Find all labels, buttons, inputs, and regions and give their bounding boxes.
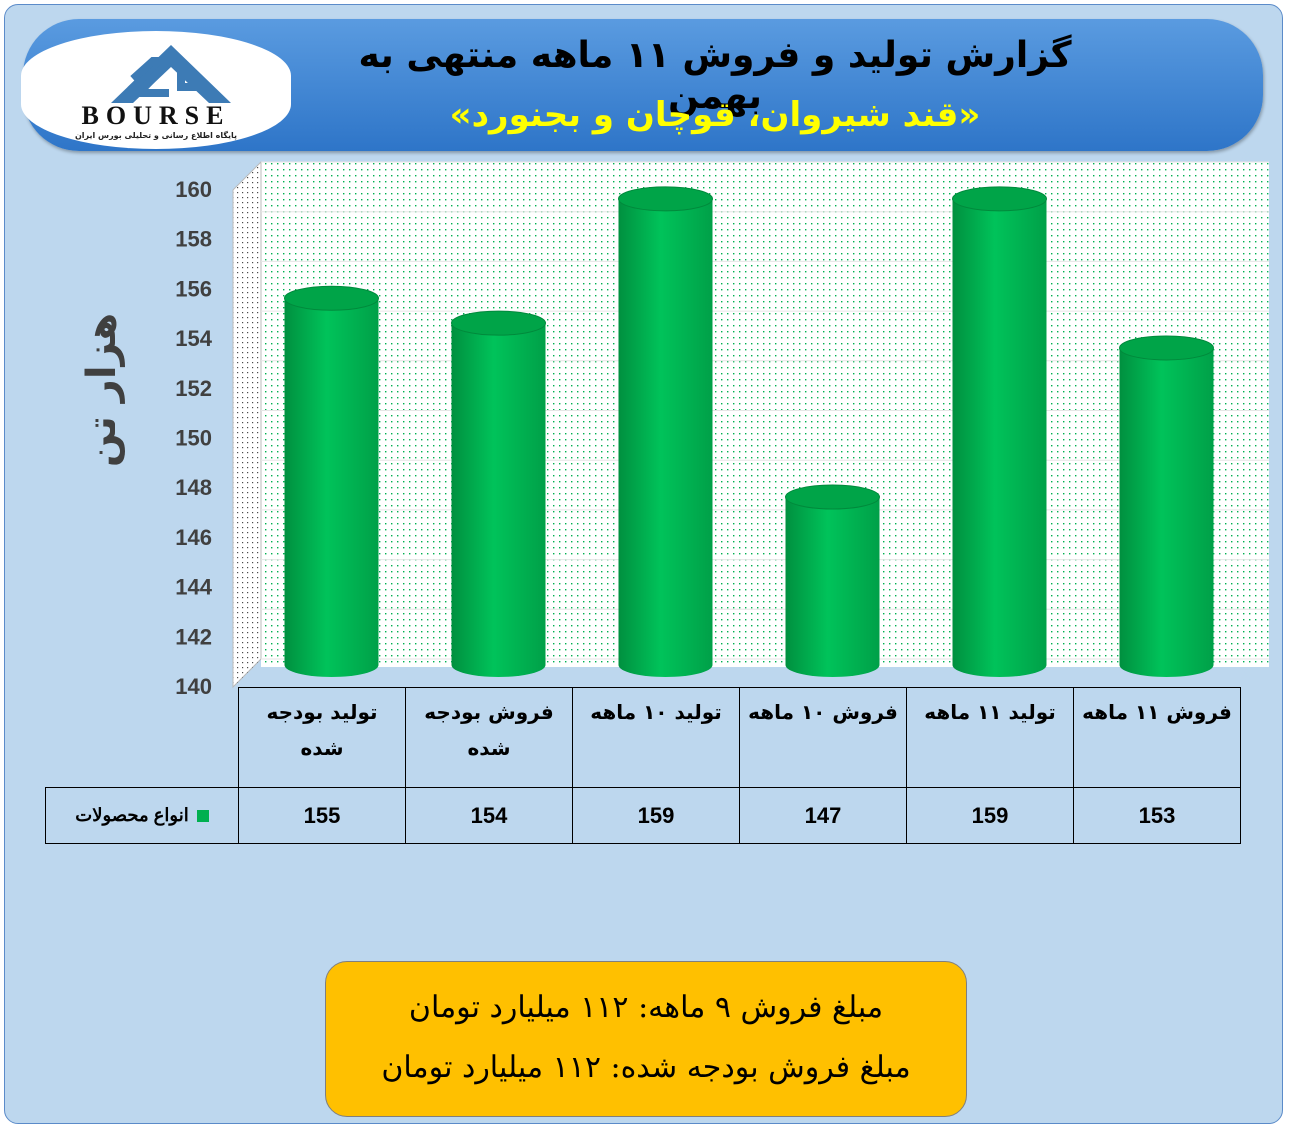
category-line: تولید ۱۰ ماهه [590, 700, 722, 724]
bar-body [785, 497, 880, 677]
bars [284, 186, 1214, 677]
y-tick-label: 160 [175, 177, 212, 202]
note-line-1: مبلغ فروش ۹ ماهه: ۱۱۲ میلیارد تومان [408, 990, 884, 1025]
table-category-cell: تولید ۱۱ ماهه [906, 687, 1074, 788]
table-category-row: تولید بودجه شده فروش بودجه شده تولید ۱۰ ما… [45, 687, 1241, 788]
sales-note-box: مبلغ فروش ۹ ماهه: ۱۱۲ میلیارد تومان مبلغ… [325, 961, 967, 1117]
bar-top [785, 484, 880, 510]
table-value-cell: 153 [1073, 787, 1241, 844]
table-category-cell: فروش ۱۰ ماهه [739, 687, 907, 788]
legend-label: انواع محصولات [75, 805, 189, 825]
bar [952, 186, 1047, 677]
y-tick-label: 156 [175, 276, 212, 301]
table-category-cell: تولید بودجه شده [238, 687, 406, 788]
table-value-cell: 147 [739, 787, 907, 844]
bar-top [1119, 335, 1214, 361]
bar-body [952, 198, 1047, 677]
category-line: فروش بودجه [424, 700, 554, 724]
category-line: شده [300, 736, 344, 760]
bar-top [451, 310, 546, 336]
plot-back-texture [261, 162, 1269, 667]
table-value-cell: 154 [405, 787, 573, 844]
bar-body [1119, 347, 1214, 677]
category-line: تولید بودجه [266, 700, 378, 724]
note-line-2: مبلغ فروش بودجه شده: ۱۱۲ میلیارد تومان [381, 1050, 911, 1085]
bar-top [284, 285, 379, 311]
y-tick-label: 154 [175, 326, 212, 351]
table-category-cell: فروش بودجه شده [405, 687, 573, 788]
y-tick-label: 150 [175, 426, 212, 451]
y-axis-label: هزار تن [79, 313, 125, 467]
table-value-row: انواع محصولات 155 154 159 147 159 153 [45, 787, 1241, 844]
bar-top [618, 186, 713, 212]
y-tick-label: 146 [175, 525, 212, 550]
y-tick-label: 148 [175, 475, 212, 500]
y-tick-label: 142 [175, 624, 212, 649]
table-category-cell: فروش ۱۱ ماهه [1073, 687, 1241, 788]
table-value-cell: 159 [572, 787, 740, 844]
chart-frame: گزارش تولید و فروش ۱۱ ماهه منتهی به بهمن… [4, 4, 1283, 1124]
table-value-cell: 155 [238, 787, 406, 844]
logo-tagline: پایگاه اطلاع رسانی و تحلیلی بورس ایران [74, 131, 238, 140]
bar [785, 484, 880, 677]
plot-side-texture [233, 162, 261, 687]
bar [284, 285, 379, 677]
chart-subtitle: «قند شیروان، قوچان و بجنورد» [449, 95, 981, 135]
category-line: فروش ۱۱ ماهه [1082, 700, 1232, 724]
category-line: تولید ۱۱ ماهه [924, 700, 1056, 724]
logo-mountain-icon [111, 45, 231, 103]
bar-top [952, 186, 1047, 212]
y-tick-label: 144 [175, 575, 212, 600]
bar [618, 186, 713, 677]
plot-area [232, 160, 1269, 689]
table-value-cell: 159 [906, 787, 1074, 844]
bar [1119, 335, 1214, 677]
y-tick-label: 158 [175, 227, 212, 252]
logo-wordmark: BOURSE [81, 101, 231, 130]
bar-body [284, 298, 379, 677]
legend-swatch-icon [196, 810, 209, 823]
legend-entry: انواع محصولات [45, 787, 239, 844]
chart-title: گزارش تولید و فروش ۱۱ ماهه منتهی به بهمن [358, 35, 1072, 117]
bourse24-logo: BOURSE پایگاه اطلاع رسانی و تحلیلی بورس … [21, 31, 291, 149]
gridlines [261, 161, 1269, 660]
bar-body [618, 198, 713, 677]
y-tick-label: 152 [175, 376, 212, 401]
table-corner [45, 687, 239, 788]
table-category-cell: تولید ۱۰ ماهه [572, 687, 740, 788]
category-line: شده [467, 736, 511, 760]
category-line: فروش ۱۰ ماهه [748, 700, 898, 724]
data-table: تولید بودجه شده فروش بودجه شده تولید ۱۰ ما… [45, 687, 1241, 844]
bar-body [451, 323, 546, 677]
bar [451, 310, 546, 677]
